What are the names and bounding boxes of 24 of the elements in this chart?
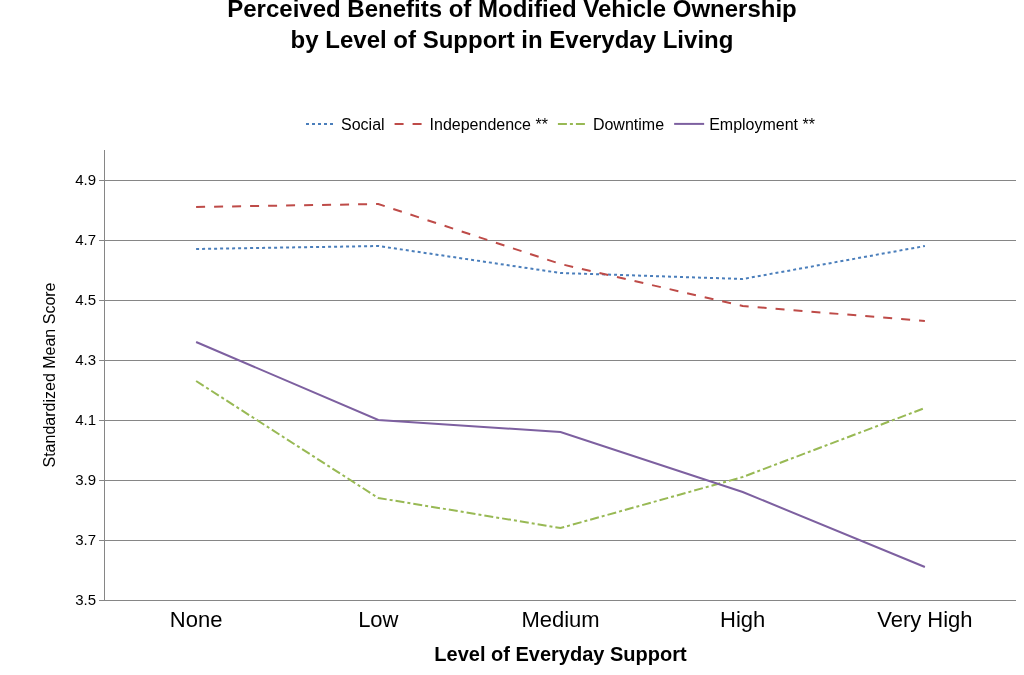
chart-title: Perceived Benefits of Modified Vehicle Ownership by Level of Support in Everyday Living — [227, 0, 797, 54]
legend-label: Independence ** — [429, 116, 548, 134]
x-tick-label: Medium — [521, 607, 600, 633]
legend-label: Social — [341, 116, 385, 134]
line-series — [195, 203, 926, 322]
y-tick-label: 3.9 — [75, 471, 96, 489]
y-axis-title: Standardized Mean Score — [41, 282, 59, 468]
y-tick-label: 4.5 — [75, 291, 96, 309]
line-series — [195, 380, 926, 529]
y-tick-label: 4.9 — [75, 171, 96, 189]
y-tick-label: 4.7 — [75, 231, 96, 249]
y-tick-label: 3.5 — [75, 591, 96, 609]
x-tick-label: Very High — [877, 607, 973, 633]
x-tick-label: Low — [358, 607, 399, 633]
y-tick-label: 3.7 — [75, 531, 96, 549]
x-axis-title: Level of Everyday Support — [434, 642, 687, 665]
legend-label: Downtime — [592, 116, 665, 134]
x-tick-label: High — [720, 607, 766, 633]
line-series — [195, 245, 926, 280]
x-tick-label: None — [169, 607, 223, 633]
y-tick-label: 4.3 — [75, 351, 96, 369]
y-tick-label: 4.1 — [75, 411, 96, 429]
legend-label: Employment ** — [709, 116, 815, 134]
line-series — [195, 341, 926, 568]
